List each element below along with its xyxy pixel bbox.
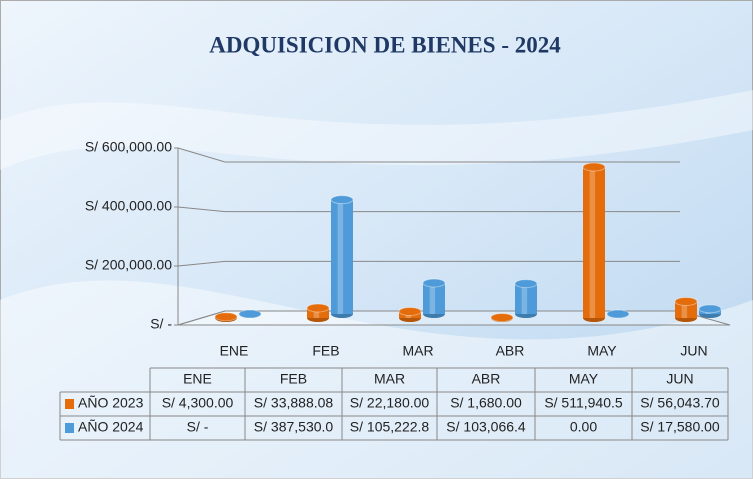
x-tick-label: JUN bbox=[680, 343, 707, 359]
table-header: JUN bbox=[666, 371, 693, 387]
grid-line bbox=[177, 206, 680, 213]
table-value: S/ 22,180.00 bbox=[350, 395, 430, 411]
x-tick-label: ABR bbox=[496, 343, 525, 359]
table-value: S/ 56,043.70 bbox=[640, 395, 720, 411]
y-tick-label: S/ 400,000.00 bbox=[85, 198, 172, 214]
bar bbox=[582, 162, 606, 322]
bar bbox=[698, 304, 722, 318]
x-tick-label: FEB bbox=[312, 343, 339, 359]
y-tick-label: S/ - bbox=[150, 316, 172, 332]
table-header: MAR bbox=[374, 371, 405, 387]
bar bbox=[398, 306, 422, 322]
table-value: S/ 4,300.00 bbox=[162, 395, 234, 411]
table-value: S/ 103,066.4 bbox=[446, 419, 526, 435]
grid-line bbox=[177, 260, 680, 267]
wave bbox=[0, 90, 753, 170]
table-header: ABR bbox=[472, 371, 501, 387]
table-header: MAY bbox=[569, 371, 599, 387]
legend-swatch bbox=[65, 399, 74, 409]
table-header: FEB bbox=[280, 371, 307, 387]
grid-line bbox=[177, 147, 680, 163]
table-header: ENE bbox=[183, 371, 212, 387]
table-value: S/ - bbox=[187, 419, 209, 435]
legend-label: AÑO 2023 bbox=[78, 395, 144, 411]
x-tick-label: MAR bbox=[402, 343, 433, 359]
x-tick-label: MAY bbox=[587, 343, 617, 359]
legend-label: AÑO 2024 bbox=[78, 419, 144, 435]
bar bbox=[514, 279, 538, 318]
bar bbox=[674, 296, 698, 322]
bar bbox=[330, 195, 354, 318]
legend-swatch bbox=[65, 423, 74, 433]
table-value: S/ 1,680.00 bbox=[450, 395, 522, 411]
y-tick-label: S/ 600,000.00 bbox=[85, 139, 172, 155]
table-value: S/ 17,580.00 bbox=[640, 419, 720, 435]
bar bbox=[606, 309, 630, 319]
wave bbox=[0, 280, 753, 479]
chart-title: ADQUISICION DE BIENES - 2024 bbox=[209, 32, 561, 57]
bar bbox=[238, 309, 262, 319]
bar bbox=[214, 312, 238, 322]
table-value: S/ 387,530.0 bbox=[254, 419, 334, 435]
y-tick-label: S/ 200,000.00 bbox=[85, 257, 172, 273]
x-tick-label: ENE bbox=[220, 343, 249, 359]
table-value: S/ 511,940.5 bbox=[544, 395, 623, 411]
bar bbox=[490, 313, 514, 323]
bar bbox=[422, 278, 446, 318]
table-value: S/ 105,222.8 bbox=[350, 419, 430, 435]
table-value: 0.00 bbox=[570, 419, 597, 435]
table-value: S/ 33,888.08 bbox=[254, 395, 334, 411]
bar bbox=[306, 303, 330, 322]
